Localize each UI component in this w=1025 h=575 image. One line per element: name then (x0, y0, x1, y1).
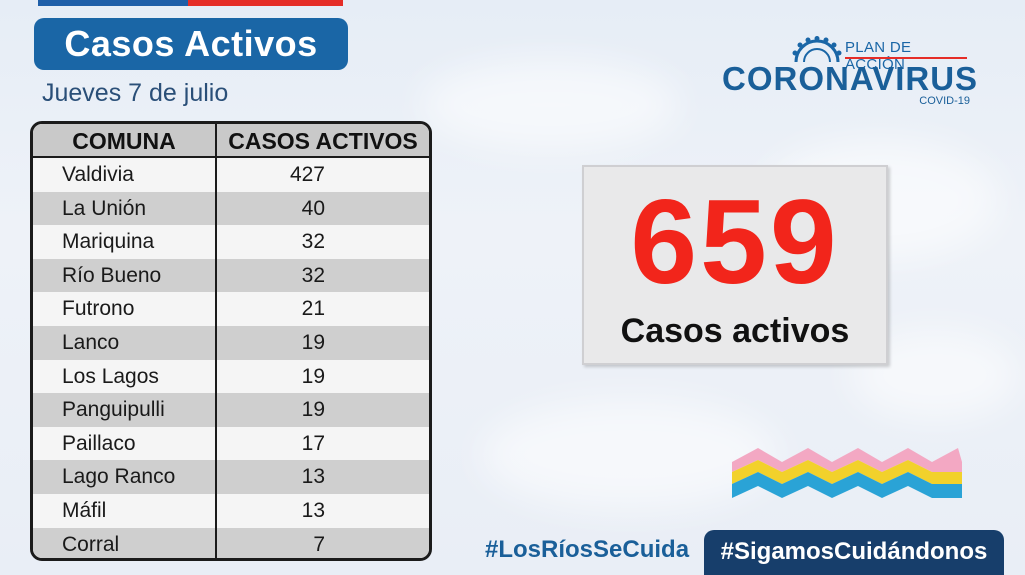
cell-casos: 32 (215, 225, 429, 259)
total-active-panel: 659 Casos activos (582, 165, 888, 365)
table-header: COMUNA CASOS ACTIVOS (33, 124, 429, 158)
column-header-comuna: COMUNA (72, 128, 176, 154)
total-active-label: Casos activos (620, 312, 850, 350)
cases-table: COMUNA CASOS ACTIVOS Valdivia 427 La Unió… (30, 121, 432, 561)
logo-sub: COVID-19 (919, 95, 970, 107)
cell-casos: 7 (215, 527, 429, 558)
table-row: Máfil 13 (33, 493, 429, 528)
cell-comuna: Los Lagos (62, 364, 159, 388)
virus-crown-icon (792, 36, 842, 62)
cell-comuna: Máfil (62, 498, 107, 522)
cell-casos: 32 (215, 258, 429, 293)
logo-plan-text: PLAN DE ACCIÓN (845, 39, 912, 73)
table-row: Río Bueno 32 (33, 258, 429, 293)
cell-comuna: Paillaco (62, 431, 136, 455)
cell-comuna: Valdivia (62, 163, 134, 186)
logo-name: CORONAVIRUS (722, 60, 979, 97)
table-row: Corral 7 (33, 527, 429, 558)
hashtag-sigamos: #SigamosCuidándonos (704, 530, 1004, 575)
logo-divider (845, 57, 967, 59)
table-row: Valdivia 427 (33, 158, 429, 192)
cell-casos: 13 (215, 493, 429, 528)
flag-stripe (38, 0, 343, 6)
cell-comuna: Lago Ranco (62, 465, 176, 489)
cell-casos: 19 (215, 359, 429, 394)
cell-comuna: Lanco (62, 330, 120, 354)
cell-casos: 19 (215, 393, 429, 427)
cell-casos: 13 (215, 460, 429, 494)
total-active-number: 659 (630, 175, 840, 309)
table-row: Paillaco 17 (33, 426, 429, 461)
date-label: Jueves 7 de julio (42, 79, 229, 107)
table-row: Lanco 19 (33, 325, 429, 360)
table-row: Mariquina 32 (33, 225, 429, 259)
cell-comuna: Panguipulli (62, 398, 165, 422)
cell-casos: 427 (215, 158, 429, 192)
plan-accion-logo: PLAN DE ACCIÓN CORONAVIRUS COVID-19 (722, 36, 977, 108)
cell-comuna: La Unión (62, 196, 147, 220)
cell-casos: 19 (215, 325, 429, 360)
regional-wave-graphic (732, 448, 962, 498)
table-row: Lago Ranco 13 (33, 460, 429, 494)
table-row: Panguipulli 19 (33, 393, 429, 427)
cell-comuna: Corral (62, 532, 120, 556)
cell-casos: 21 (215, 292, 429, 326)
cell-comuna: Río Bueno (62, 263, 162, 287)
page-title: Casos Activos (34, 18, 348, 70)
cell-comuna: Futrono (62, 297, 135, 321)
cell-comuna: Mariquina (62, 230, 155, 254)
table-row: Futrono 21 (33, 292, 429, 326)
column-header-casos: CASOS ACTIVOS (215, 124, 429, 156)
cell-casos: 40 (215, 191, 429, 226)
table-body: Valdivia 427 La Unión 40 Mariquina 32 Río B… (33, 158, 429, 558)
cell-casos: 17 (215, 426, 429, 461)
table-row: Los Lagos 19 (33, 359, 429, 394)
table-row: La Unión 40 (33, 191, 429, 226)
hashtag-los-rios: #LosRíosSeCuida (485, 536, 690, 563)
